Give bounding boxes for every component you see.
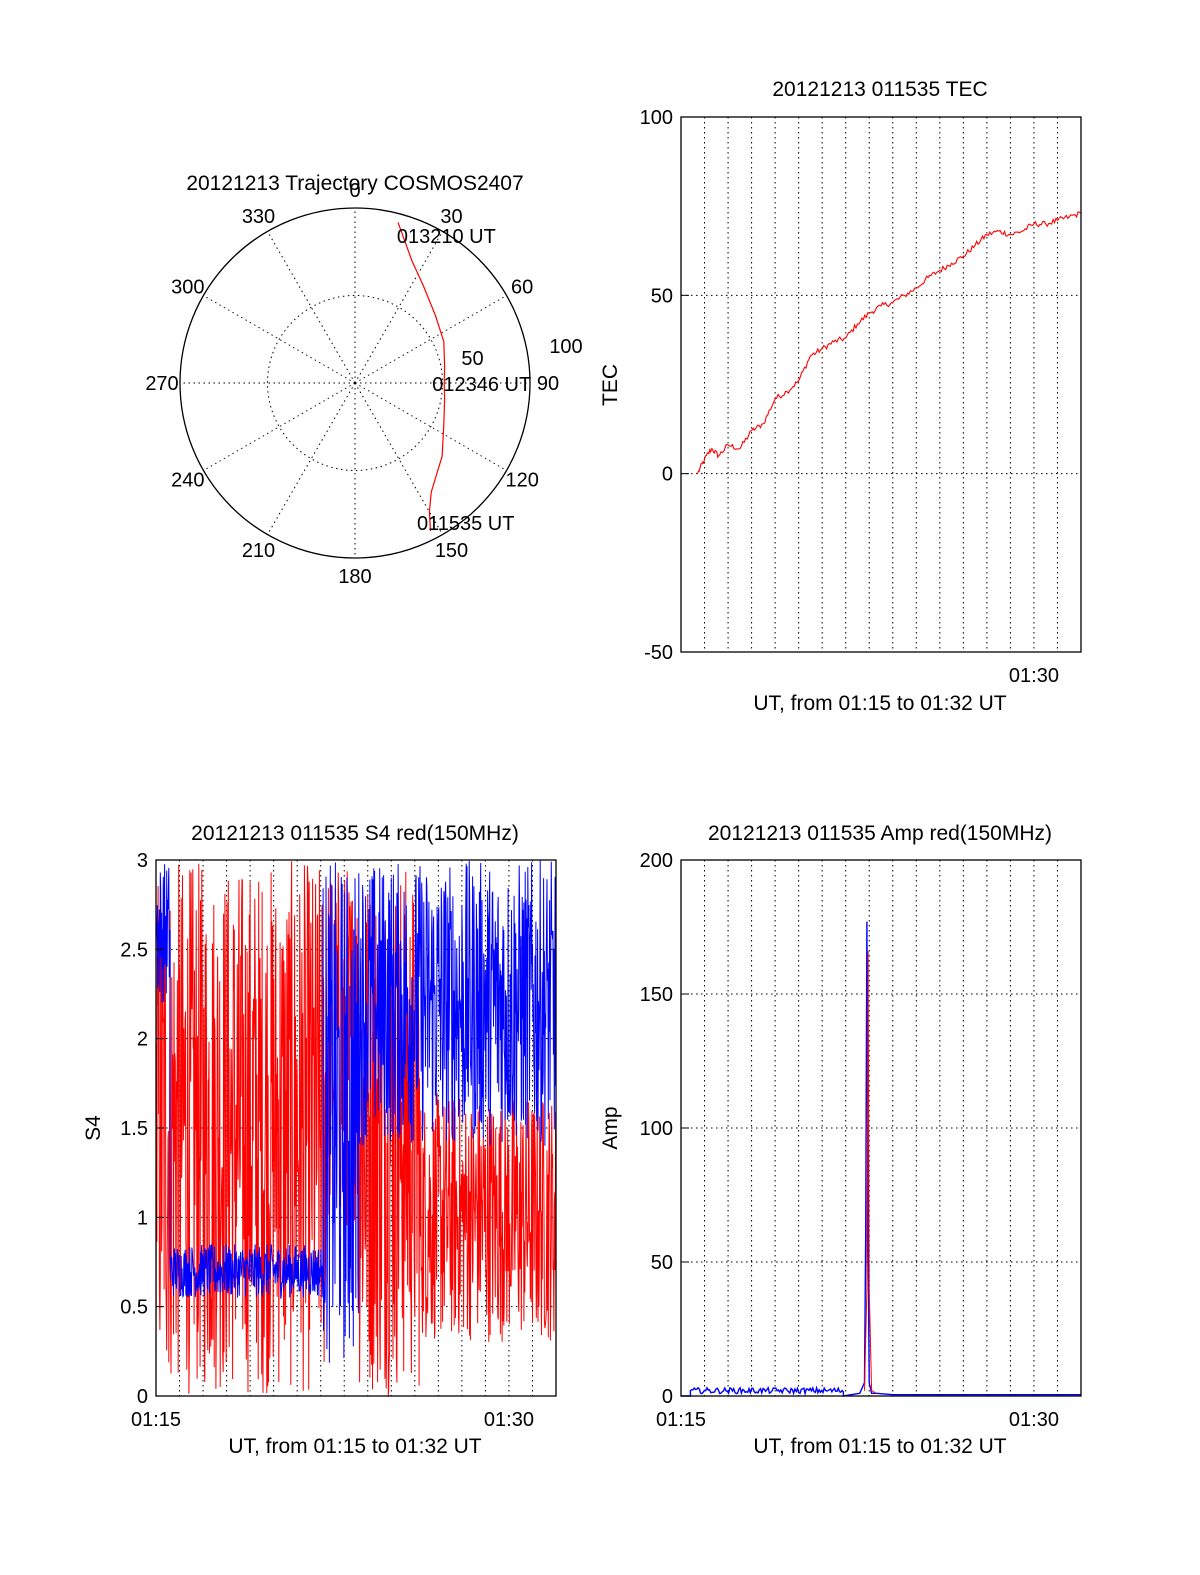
tec-series <box>696 211 1082 474</box>
s4-title: 20121213 011535 S4 red(150MHz) <box>191 822 519 845</box>
amp-title: 20121213 011535 Amp red(150MHz) <box>708 822 1052 845</box>
tec-plot: 20121213 011535 TEC -50 0 50 100 01:30 UT, f… <box>599 78 1082 715</box>
amp-red-line <box>864 951 877 1394</box>
s4-tick-labels: 0 0.5 1 1.5 2 2.5 3 01:15 01:30 <box>120 850 534 1431</box>
s4-xlabel: UT, from 01:15 to 01:32 UT <box>228 1435 481 1458</box>
tec-xlabel: UT, from 01:15 to 01:32 UT <box>753 692 1006 715</box>
amp-xlabel: UT, from 01:15 to 01:32 UT <box>753 1435 1006 1458</box>
tec-grid <box>681 117 1081 652</box>
y-tick-label: 0.5 <box>120 1297 148 1319</box>
polar-grid-spoke <box>203 295 356 384</box>
tec-tick-labels: -50 0 50 100 01:30 <box>640 107 1059 687</box>
polar-grid-spoke <box>354 382 507 471</box>
y-tick-label: -50 <box>644 642 673 664</box>
y-tick-label: 2.5 <box>120 939 148 961</box>
amp-blue-line <box>681 921 1081 1397</box>
y-tick-label: 0 <box>662 1386 673 1408</box>
polar-outer-circle <box>179 207 531 559</box>
amp-ylabel: Amp <box>599 1106 622 1149</box>
s4-red-line <box>155 861 557 1396</box>
polar-azimuth-label: 0 <box>349 180 360 202</box>
s4-blue-line <box>155 860 557 1363</box>
amp-grid <box>681 860 1081 1396</box>
tec-ylabel: TEC <box>599 364 622 406</box>
y-tick-label: 50 <box>651 1252 673 1274</box>
polar-azimuth-label: 150 <box>435 540 468 562</box>
polar-grid-spoke <box>203 382 356 471</box>
polar-azimuth-label: 210 <box>242 540 275 562</box>
y-tick-label: 200 <box>640 850 673 872</box>
polar-grid-circle <box>267 295 443 471</box>
polar-grid-spoke <box>354 295 507 384</box>
polar-trajectory: 013210 UT 012346 UT 011535 UT <box>397 222 531 535</box>
polar-grid-spoke <box>267 231 356 384</box>
polar-grid-spoke <box>354 231 443 384</box>
polar-grid <box>180 208 530 558</box>
y-tick-label: 50 <box>651 285 673 307</box>
amp-tick-labels: 0 50 100 150 200 01:15 01:30 <box>640 850 1059 1431</box>
polar-time-annotation: 011535 UT <box>417 513 514 535</box>
polar-azimuth-label: 240 <box>171 470 204 492</box>
y-tick-label: 100 <box>640 1118 673 1140</box>
polar-azimuth-label: 270 <box>145 373 178 395</box>
polar-azimuth-label: 90 <box>537 373 559 395</box>
polar-radial-label: 50 <box>461 348 483 370</box>
x-tick-label: 01:30 <box>484 1409 534 1431</box>
y-tick-label: 0 <box>137 1386 148 1408</box>
amp-plot: 20121213 011535 Amp red(150MHz) 0 50 100 15… <box>599 822 1082 1458</box>
y-tick-label: 1 <box>137 1207 148 1229</box>
polar-azimuth-label: 180 <box>338 566 371 588</box>
polar-azimuth-label: 330 <box>242 206 275 228</box>
polar-azimuth-label: 60 <box>511 277 533 299</box>
tec-line <box>696 211 1082 474</box>
x-tick-label: 01:30 <box>1009 1409 1059 1431</box>
amp-series <box>681 921 1081 1397</box>
polar-azimuth-labels: 0 30 60 90 120 150 180 210 240 270 300 330 50 100 <box>145 180 582 588</box>
polar-trajectory-line <box>397 222 446 532</box>
x-tick-label: 01:15 <box>656 1409 706 1431</box>
polar-grid-spoke <box>354 382 443 535</box>
s4-ylabel: S4 <box>82 1115 105 1141</box>
polar-azimuth-label: 30 <box>440 206 462 228</box>
polar-time-annotation: 013210 UT <box>397 226 496 248</box>
polar-azimuth-label: 120 <box>505 470 538 492</box>
y-tick-label: 1.5 <box>120 1118 148 1140</box>
tec-frame <box>680 116 1082 653</box>
polar-radial-label: 100 <box>549 336 582 358</box>
y-tick-label: 0 <box>662 464 673 486</box>
s4-series <box>155 860 557 1396</box>
x-tick-label: 01:15 <box>131 1409 181 1431</box>
polar-grid-spoke <box>267 382 356 535</box>
y-tick-label: 100 <box>640 107 673 129</box>
tec-title: 20121213 011535 TEC <box>772 78 987 101</box>
s4-plot: 20121213 011535 S4 red(150MHz) 0 0.5 1 1.5 2… <box>82 822 557 1458</box>
y-tick-label: 150 <box>640 984 673 1006</box>
x-tick-label: 01:30 <box>1009 665 1059 687</box>
y-tick-label: 2 <box>137 1029 148 1051</box>
y-tick-label: 3 <box>137 850 148 872</box>
polar-time-annotation: 012346 UT <box>432 374 531 396</box>
trajectory-polar-plot: 20121213 Trajectory COSMOS2407 0 30 60 90 12… <box>145 172 582 588</box>
polar-title: 20121213 Trajectory COSMOS2407 <box>186 172 523 195</box>
polar-azimuth-label: 300 <box>171 277 204 299</box>
